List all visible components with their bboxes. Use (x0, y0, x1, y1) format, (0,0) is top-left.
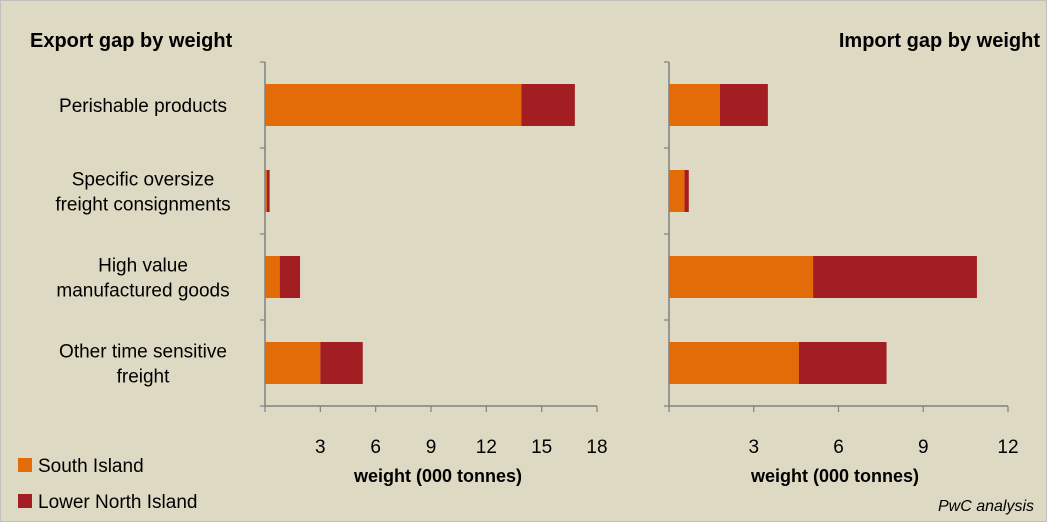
export-chart: 3 6 9 12 15 18 (260, 61, 608, 458)
import-x-tick-label: 9 (918, 437, 929, 458)
category-label-1: Specific oversize freight consignments (55, 170, 230, 216)
import-bar-south-island-3 (669, 342, 799, 384)
export-x-tick-label: 9 (426, 437, 437, 458)
export-bar-south-island-2 (265, 256, 280, 298)
legend-label-south-island: South Island (38, 456, 144, 477)
export-bar-lower-north-island-2 (279, 256, 301, 298)
legend: South Island Lower North Island (18, 456, 197, 513)
import-x-tick-label: 12 (997, 437, 1018, 458)
category-label-0: Perishable products (59, 96, 227, 117)
export-bar-south-island-3 (265, 342, 321, 384)
legend-label-lower-north-island: Lower North Island (38, 492, 197, 513)
import-x-tick-label: 3 (748, 437, 759, 458)
import-x-axis-title: weight (000 tonnes) (750, 466, 919, 486)
import-bar-lower-north-island-0 (719, 84, 768, 126)
export-bar-lower-north-island-3 (320, 342, 363, 384)
legend-swatch-south-island (18, 458, 32, 472)
import-bar-south-island-1 (669, 170, 685, 212)
import-x-tick-label: 6 (833, 437, 844, 458)
export-bar-lower-north-island-1 (266, 170, 270, 212)
import-bar-south-island-2 (669, 256, 814, 298)
import-chart-title: Import gap by weight (839, 30, 1040, 52)
export-x-tick-label: 18 (586, 437, 607, 458)
export-x-tick-label: 12 (476, 437, 497, 458)
export-bar-south-island-0 (265, 84, 522, 126)
export-x-tick-label: 3 (315, 437, 326, 458)
source-note: PwC analysis (938, 498, 1034, 515)
export-chart-title: Export gap by weight (30, 30, 233, 52)
import-bar-south-island-0 (669, 84, 720, 126)
import-chart: 3 6 9 12 (664, 61, 1019, 458)
category-label-2: High value manufactured goods (56, 256, 229, 302)
import-bar-lower-north-island-2 (813, 256, 977, 298)
export-bar-lower-north-island-0 (521, 84, 575, 126)
export-bar-south-island-1 (265, 170, 267, 212)
import-bar-lower-north-island-1 (684, 170, 689, 212)
export-x-tick-label: 15 (531, 437, 552, 458)
export-x-axis-title: weight (000 tonnes) (353, 466, 522, 486)
category-labels: Perishable products Specific oversize frei… (55, 96, 230, 388)
export-x-tick-label: 6 (370, 437, 381, 458)
category-label-3: Other time sensitive freight (59, 342, 227, 388)
legend-swatch-lower-north-island (18, 494, 32, 508)
import-bar-lower-north-island-3 (798, 342, 887, 384)
